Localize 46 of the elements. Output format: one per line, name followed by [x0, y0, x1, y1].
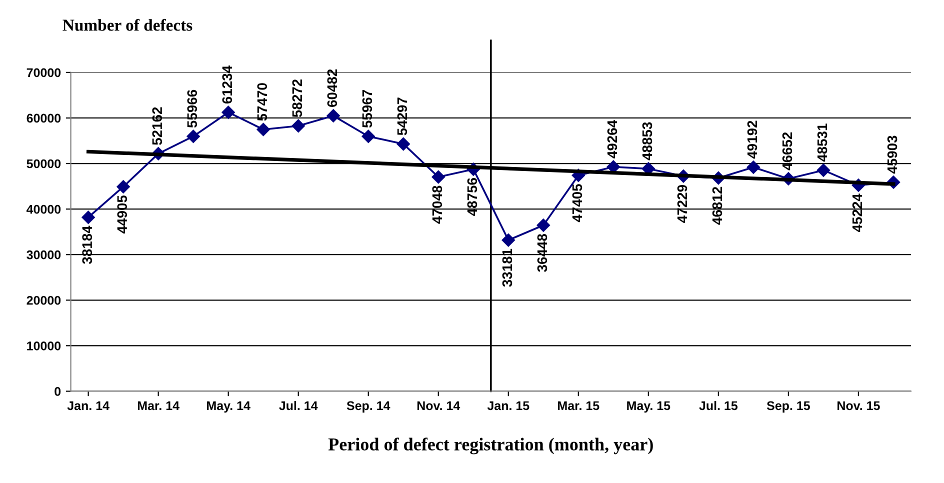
x-tick-label: Jul. 14	[279, 400, 318, 410]
x-tick-label: Jan. 15	[487, 401, 530, 410]
y-tick-label: 70000	[26, 68, 61, 78]
x-tick-label: Nov. 14	[417, 401, 460, 410]
data-label: 54297	[397, 98, 408, 136]
y-tick-label: 10000	[27, 341, 61, 350]
data-label: 38184	[82, 226, 92, 264]
data-label: 48853	[642, 122, 652, 160]
data-label: 61234	[222, 65, 232, 104]
x-tick-label: May. 15	[627, 401, 670, 413]
data-label: 45903	[887, 136, 898, 174]
y-axis-title: Number of defects	[62, 18, 192, 31]
data-label: 45224	[852, 194, 862, 232]
data-label: 55967	[362, 90, 372, 128]
x-tick-label: Jul. 15	[699, 400, 738, 410]
y-tick-label: 20000	[26, 296, 61, 305]
x-tick-label: Sep. 15	[766, 401, 810, 413]
data-label: 48531	[817, 124, 828, 162]
data-label: 46652	[782, 132, 792, 170]
x-tick-label: Mar. 15	[558, 401, 600, 410]
y-tick-label: 50000	[26, 159, 61, 168]
data-label: 58272	[292, 79, 302, 118]
x-tick-label: May. 14	[207, 401, 250, 413]
data-label: 47048	[432, 186, 442, 224]
data-label: 36448	[537, 234, 548, 272]
data-label: 48756	[467, 178, 478, 216]
data-label: 46812	[712, 186, 722, 225]
x-tick-label: Nov. 15	[838, 401, 880, 410]
data-label: 57470	[257, 83, 268, 121]
y-tick-label: 40000	[26, 204, 61, 214]
data-label: 52162	[152, 107, 162, 145]
x-tick-label: Jan. 14	[67, 401, 110, 410]
data-label: 60482	[327, 69, 338, 107]
y-tick-label: 60000	[26, 114, 61, 123]
data-label: 49192	[747, 120, 758, 159]
data-label: 47405	[572, 184, 582, 222]
x-axis-title: Period of defect registration (month, year)	[328, 438, 653, 454]
y-tick-label: 30000	[26, 250, 61, 260]
y-tick-label: 0	[54, 387, 61, 396]
data-label: 49264	[607, 120, 618, 158]
data-label: 44905	[117, 195, 128, 234]
data-label: 55966	[187, 90, 198, 128]
x-tick-label: Sep. 14	[346, 401, 390, 413]
x-tick-label: Mar. 14	[138, 401, 180, 410]
data-label: 47229	[677, 184, 688, 223]
data-label: 33181	[502, 248, 512, 287]
